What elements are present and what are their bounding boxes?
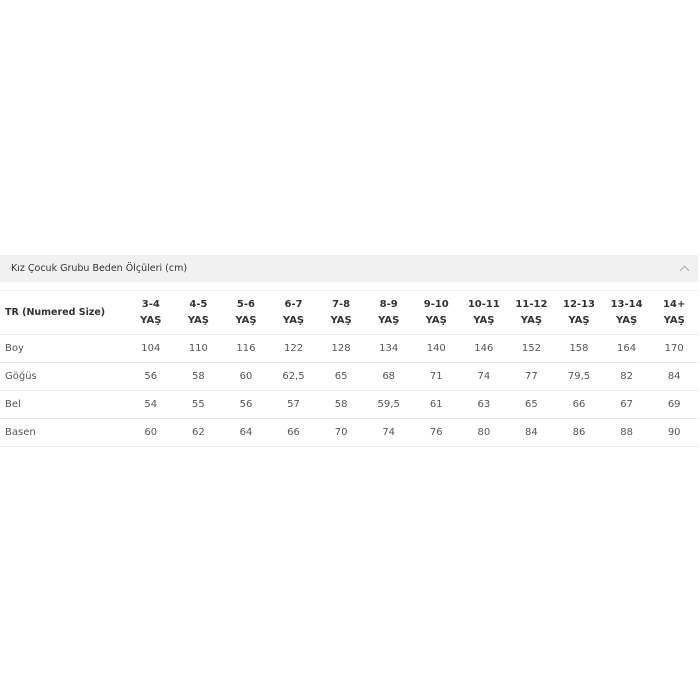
table-cell: 66 <box>555 390 603 419</box>
table-cell: 116 <box>222 334 270 363</box>
column-unit: YAŞ <box>330 314 352 326</box>
column-header: 10-11 YAŞ <box>460 290 508 335</box>
table-cell: 164 <box>602 334 651 363</box>
table-cell: 158 <box>555 334 603 363</box>
table-cell: 59,5 <box>364 390 413 419</box>
table-cell: 69 <box>650 390 698 419</box>
column-range: 3-4 <box>141 298 160 310</box>
column-range: 7-8 <box>332 298 351 310</box>
column-range: 4-5 <box>189 298 208 310</box>
table-row: Boy 104 110 116 122 128 134 140 146 152 158 164 170 <box>0 334 698 363</box>
size-chart-title: Kız Çocuk Grubu Beden Ölçüleri (cm) <box>11 263 188 274</box>
column-header: 9-10 YAŞ <box>412 290 461 335</box>
table-cell: 140 <box>412 334 461 363</box>
row-label: Göğüs <box>0 362 127 391</box>
column-range: 5-6 <box>236 298 255 310</box>
table-cell: 170 <box>650 334 698 363</box>
column-header: 5-6 YAŞ <box>222 290 270 335</box>
row-label: Basen <box>0 418 127 447</box>
table-row: Göğüs 56 58 60 62,5 65 68 71 74 77 79,5 82 84 <box>0 362 698 391</box>
size-chart-panel: Kız Çocuk Grubu Beden Ölçüleri (cm) TR (… <box>0 255 698 447</box>
column-range: 13-14 <box>610 298 643 310</box>
table-cell: 84 <box>507 418 556 447</box>
table-cell: 134 <box>364 334 413 363</box>
table-cell: 64 <box>222 418 270 447</box>
table-cell: 74 <box>364 418 413 447</box>
table-cell: 70 <box>317 418 365 447</box>
column-header: 11-12 YAŞ <box>507 290 556 335</box>
table-cell: 55 <box>174 390 223 419</box>
column-header: 7-8 YAŞ <box>317 290 365 335</box>
table-cell: 88 <box>602 418 651 447</box>
table-cell: 77 <box>507 362 556 391</box>
column-range: 10-11 <box>467 298 500 310</box>
column-unit: YAŞ <box>425 314 447 326</box>
column-unit: YAŞ <box>615 314 638 326</box>
table-cell: 65 <box>317 362 365 391</box>
column-range: 12-13 <box>563 298 595 310</box>
table-header-row: TR (Numered Size) 3-4 YAŞ 4-5 YAŞ 5-6 YAŞ 6-7 Y… <box>0 290 698 335</box>
table-cell: 57 <box>269 390 318 419</box>
table-cell: 71 <box>412 362 461 391</box>
table-cell: 56 <box>222 390 270 419</box>
row-label: Bel <box>0 390 127 419</box>
column-unit: YAŞ <box>473 314 495 326</box>
row-label: Boy <box>0 334 127 363</box>
column-header: 8-9 YAŞ <box>364 290 413 335</box>
column-unit: YAŞ <box>282 314 305 326</box>
table-cell: 84 <box>650 362 698 391</box>
column-range: 14+ <box>663 298 686 310</box>
table-cell: 104 <box>127 334 175 363</box>
column-unit: YAŞ <box>187 314 209 326</box>
table-cell: 62,5 <box>269 362 318 391</box>
table-cell: 110 <box>174 334 223 363</box>
column-unit: YAŞ <box>520 314 543 326</box>
column-range: 8-9 <box>379 298 398 310</box>
table-cell: 58 <box>317 390 365 419</box>
table-cell: 54 <box>127 390 175 419</box>
table-cell: 62 <box>174 418 223 447</box>
table-cell: 90 <box>650 418 698 447</box>
column-header: 13-14 YAŞ <box>602 290 651 335</box>
column-header: 6-7 YAŞ <box>269 290 318 335</box>
column-unit: YAŞ <box>568 314 590 326</box>
table-cell: 56 <box>127 362 175 391</box>
table-row: Basen 60 62 64 66 70 74 76 80 84 86 88 90 <box>0 418 698 447</box>
table-cell: 86 <box>555 418 603 447</box>
column-range: 6-7 <box>284 298 303 310</box>
column-header: 14+ YAŞ <box>650 290 698 335</box>
column-header: 3-4 YAŞ <box>127 290 175 335</box>
table-cell: 74 <box>460 362 508 391</box>
chevron-up-icon[interactable] <box>679 265 690 276</box>
table-cell: 76 <box>412 418 461 447</box>
column-header: 12-13 YAŞ <box>555 290 603 335</box>
table-cell: 152 <box>507 334 556 363</box>
column-unit: YAŞ <box>378 314 400 326</box>
table-cell: 128 <box>317 334 365 363</box>
table-cell: 58 <box>174 362 223 391</box>
table-cell: 82 <box>602 362 651 391</box>
table-cell: 79,5 <box>555 362 603 391</box>
table-cell: 60 <box>222 362 270 391</box>
column-unit: YAŞ <box>663 314 685 326</box>
table-cell: 66 <box>269 418 318 447</box>
column-range: 11-12 <box>515 298 548 310</box>
table-cell: 61 <box>412 390 461 419</box>
table-cell: 60 <box>127 418 175 447</box>
table-cell: 68 <box>364 362 413 391</box>
size-chart-table: TR (Numered Size) 3-4 YAŞ 4-5 YAŞ 5-6 YAŞ 6-7 Y… <box>0 290 698 447</box>
table-cell: 67 <box>602 390 651 419</box>
table-cell: 146 <box>460 334 508 363</box>
corner-header: TR (Numered Size) <box>0 290 127 335</box>
column-unit: YAŞ <box>140 314 162 326</box>
table-row: Bel 54 55 56 57 58 59,5 61 63 65 66 67 69 <box>0 390 698 419</box>
table-cell: 80 <box>460 418 508 447</box>
column-unit: YAŞ <box>235 314 257 326</box>
size-chart-accordion-header[interactable]: Kız Çocuk Grubu Beden Ölçüleri (cm) <box>0 255 698 282</box>
table-cell: 122 <box>269 334 318 363</box>
column-range: 9-10 <box>423 298 449 310</box>
table-cell: 65 <box>507 390 556 419</box>
table-cell: 63 <box>460 390 508 419</box>
column-header: 4-5 YAŞ <box>174 290 223 335</box>
